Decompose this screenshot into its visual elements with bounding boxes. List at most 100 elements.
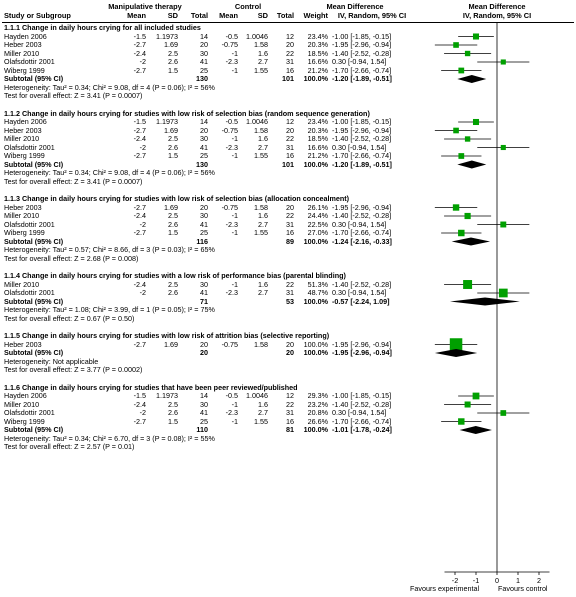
study-m1: -2.4 [133, 48, 146, 58]
study-name: Heber 2003 [4, 339, 42, 349]
subtotal-n2: 81 [286, 425, 294, 434]
heterogeneity-text: Heterogeneity: Tau² = 0.34; Chi² = 6.70,… [4, 433, 215, 443]
study-m1: -2.7 [133, 339, 146, 349]
study-n1: 25 [200, 416, 208, 426]
study-n2: 22 [286, 279, 294, 289]
study-weight: 24.4% [307, 211, 328, 220]
effect-square [464, 136, 471, 142]
study-n1: 30 [200, 211, 208, 220]
study-n1: 25 [200, 65, 208, 75]
study-n1: 30 [200, 279, 208, 289]
study-name: Miller 2010 [4, 48, 40, 58]
subtotal-weight: 100.0% [303, 348, 328, 357]
study-weight: 21.2% [307, 65, 328, 75]
study-name: Olafsdottir 2001 [4, 142, 55, 152]
study-n2: 12 [286, 117, 294, 126]
study-m1: -2.7 [133, 228, 146, 237]
effect-square [500, 410, 507, 416]
study-name: Heber 2003 [4, 40, 42, 49]
heterogeneity-text: Heterogeneity: Tau² = 0.34; Chi² = 9.08,… [4, 82, 215, 92]
study-sd2: 1.55 [254, 228, 268, 237]
study-md-ci: -1.00 [-1.85, -0.15] [332, 117, 392, 126]
subtotal-n2: 53 [286, 296, 294, 306]
study-md-ci: -1.95 [-2.96, -0.94] [332, 339, 392, 349]
study-name: Olafsdottir 2001 [4, 288, 55, 297]
effect-square [452, 204, 460, 211]
subtotal-md-ci: -1.01 [-1.78, -0.24] [332, 425, 392, 434]
study-n2: 22 [286, 399, 294, 409]
x-tick-label: 0 [495, 576, 499, 585]
effect-square [498, 288, 508, 298]
subgroup-title: 1.1.5 Change in daily hours crying for s… [4, 331, 330, 340]
study-m2: -0.75 [221, 125, 238, 135]
study-weight: 29.3% [307, 391, 328, 400]
study-n2: 16 [286, 228, 294, 237]
heterogeneity-text: Heterogeneity: Tau² = 1.08; Chi² = 3.99,… [4, 305, 215, 314]
study-sd1: 2.6 [168, 408, 178, 417]
effect-square [500, 59, 506, 65]
subtotal-label: Subtotal (95% CI) [4, 348, 64, 357]
study-sd1: 2.6 [168, 57, 178, 66]
subtotal-n1: 71 [200, 296, 208, 306]
study-m2: -1 [231, 48, 238, 58]
study-n2: 16 [286, 416, 294, 426]
study-weight: 18.5% [307, 134, 328, 143]
x-tick-label: 2 [537, 576, 541, 585]
study-sd1: 1.1973 [156, 117, 178, 126]
effect-square [464, 50, 471, 57]
study-md-ci: 0.30 [-0.94, 1.54] [332, 288, 387, 297]
x-tick-label: -2 [452, 576, 458, 585]
subtotal-label: Subtotal (95% CI) [4, 425, 64, 434]
overall-effect-text: Test for overall effect: Z = 2.68 (P = 0… [4, 253, 139, 263]
study-sd1: 2.6 [168, 288, 178, 297]
study-m2: -0.75 [221, 202, 238, 212]
subtotal-n1: 110 [196, 425, 208, 434]
subtotal-n1: 116 [196, 236, 208, 246]
effect-square [458, 418, 465, 425]
heterogeneity-text: Heterogeneity: Tau² = 0.57; Chi² = 8.66,… [4, 245, 215, 254]
study-n2: 20 [286, 339, 294, 349]
subtotal-md-ci: -1.20 [-1.89, -0.51] [332, 74, 392, 83]
study-m1: -1.5 [133, 117, 146, 126]
study-name: Hayden 2006 [4, 31, 47, 41]
study-weight: 23.4% [307, 117, 328, 126]
study-m2: -2.3 [225, 57, 238, 66]
study-sd1: 1.5 [168, 228, 178, 237]
study-m2: -0.5 [225, 31, 238, 41]
overall-effect-text: Test for overall effect: Z = 0.67 (P = 0… [4, 313, 135, 323]
study-name: Olafsdottir 2001 [4, 57, 55, 66]
study-name: Olafsdottir 2001 [4, 408, 55, 417]
subtotal-weight: 100.0% [303, 425, 328, 434]
study-n1: 41 [200, 142, 208, 152]
study-md-ci: -1.40 [-2.52, -0.28] [332, 134, 392, 143]
study-md-ci: -1.95 [-2.96, -0.94] [332, 125, 392, 135]
study-weight: 100.0% [303, 339, 328, 349]
header-rule [2, 22, 574, 23]
study-sd1: 1.69 [164, 339, 178, 349]
study-name: Wiberg 1999 [4, 151, 45, 160]
study-weight: 23.2% [307, 399, 328, 409]
study-m1: -2.4 [133, 211, 146, 220]
study-n2: 12 [286, 31, 294, 41]
study-sd1: 2.5 [168, 134, 178, 143]
summary-diamond [459, 426, 492, 434]
summary-diamond [457, 75, 487, 83]
study-m2: -2.3 [225, 288, 238, 297]
study-m1: -2.7 [133, 202, 146, 212]
study-sd2: 2.7 [258, 288, 268, 297]
study-m2: -1 [231, 211, 238, 220]
study-m2: -1 [231, 134, 238, 143]
study-md-ci: -1.95 [-2.96, -0.94] [332, 40, 392, 49]
overall-effect-text: Test for overall effect: Z = 3.41 (P = 0… [4, 91, 143, 100]
study-sd1: 2.5 [168, 48, 178, 58]
study-m1: -2.7 [133, 125, 146, 135]
study-sd1: 1.69 [164, 125, 178, 135]
header-mean1: Mean [127, 11, 146, 20]
study-weight: 51.3% [307, 279, 328, 289]
subtotal-label: Subtotal (95% CI) [4, 236, 64, 246]
study-n1: 25 [200, 151, 208, 160]
subgroup-title: 1.1.6 Change in daily hours crying for s… [4, 382, 298, 392]
study-weight: 22.5% [307, 219, 328, 229]
study-sd1: 1.5 [168, 65, 178, 75]
